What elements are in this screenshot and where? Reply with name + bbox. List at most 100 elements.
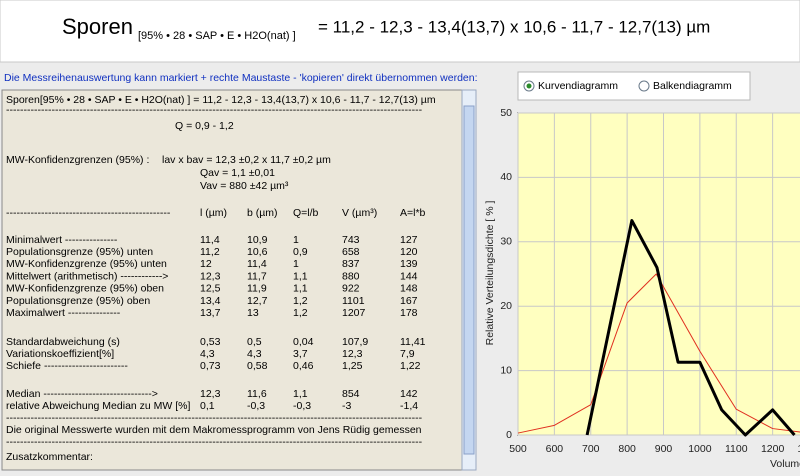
- x-tick-label: 1100: [725, 443, 748, 455]
- cell: 854: [342, 388, 360, 400]
- cell: 13: [247, 307, 259, 319]
- cell: 12: [200, 258, 212, 270]
- cell: 11,6: [247, 388, 267, 400]
- x-tick-label: 900: [655, 443, 673, 455]
- column-header: ----------------------------------------…: [6, 207, 171, 219]
- qav: Qav = 1,1 ±0,01: [200, 167, 275, 179]
- cell: 11,4: [200, 234, 220, 246]
- cell: 1,25: [342, 360, 363, 372]
- cell: 10,6: [247, 246, 268, 258]
- option-box: [517, 71, 751, 101]
- x-tick-label: 1300: [797, 443, 800, 455]
- column-header: b (µm): [247, 207, 278, 219]
- cell: 1207: [342, 307, 366, 319]
- mw-label: MW-Konfidenzgrenzen (95%) :: [6, 154, 149, 166]
- cell: 0,58: [247, 360, 268, 372]
- cell: 658: [342, 246, 360, 258]
- cell: 1,2: [293, 307, 308, 319]
- separator: ----------------------------------------…: [6, 104, 423, 116]
- x-tick-label: 1200: [761, 443, 785, 455]
- x-tick-label: 1000: [688, 443, 712, 455]
- cell: 3,7: [293, 348, 308, 360]
- cell: 0,73: [200, 360, 221, 372]
- cell: -0,3: [247, 400, 265, 412]
- cell: 743: [342, 234, 360, 246]
- row-label: Schiefe ------------------------: [6, 360, 128, 372]
- row-label: Maximalwert ---------------: [6, 307, 121, 319]
- column-header: V (µm³): [342, 207, 377, 219]
- cell: 120: [400, 246, 418, 258]
- cell: 107,9: [342, 336, 368, 348]
- header-subtitle: [95% • 28 • SAP • E • H2O(nat) ]: [138, 30, 296, 42]
- row-label: relative Abweichung Median zu MW [%]: [6, 400, 190, 412]
- cell: 13,7: [200, 307, 221, 319]
- cell: 4,3: [247, 348, 262, 360]
- mw-line: lav x bav = 12,3 ±0,2 x 11,7 ±0,2 µm: [162, 154, 331, 166]
- scrollbar-thumb[interactable]: [463, 105, 475, 455]
- radio-label[interactable]: Kurvendiagramm: [538, 80, 618, 92]
- row-label: Minimalwert ---------------: [6, 234, 118, 246]
- row-label: Populationsgrenze (95%) oben: [6, 295, 150, 307]
- cell: 0,1: [200, 400, 215, 412]
- comment-label: Zusatzkommentar:: [6, 451, 93, 463]
- header-box: [0, 0, 800, 63]
- cell: -0,3: [293, 400, 311, 412]
- row-label: Median ------------------------------->: [6, 388, 158, 400]
- cell: 1,1: [293, 270, 308, 282]
- cell: -3: [342, 400, 351, 412]
- x-tick-label: 800: [618, 443, 636, 455]
- cell: 0,9: [293, 246, 308, 258]
- y-tick-label: 0: [506, 429, 512, 441]
- cell: 1: [293, 234, 299, 246]
- cell: 10,9: [247, 234, 268, 246]
- row-label: Populationsgrenze (95%) unten: [6, 246, 153, 258]
- column-header: Q=l/b: [293, 207, 319, 219]
- column-header: l (µm): [200, 207, 227, 219]
- cell: 837: [342, 258, 360, 270]
- y-tick-label: 30: [500, 236, 512, 248]
- cell: 11,41: [400, 336, 426, 348]
- cell: 7,9: [400, 348, 415, 360]
- cell: 1,1: [293, 283, 308, 295]
- series-line: [585, 219, 796, 437]
- row-label: Variationskoeffizient[%]: [6, 348, 114, 360]
- cell: 0,46: [293, 360, 314, 372]
- cell: 11,2: [200, 246, 220, 258]
- cell: 178: [400, 307, 418, 319]
- cell: 12,3: [200, 270, 221, 282]
- x-axis-title: Volumen: [770, 458, 800, 470]
- cell: 1,1: [293, 388, 308, 400]
- row-label: MW-Konfidenzgrenze (95%) oben: [6, 283, 164, 295]
- cell: 11,4: [247, 258, 267, 270]
- instruction: Die Messreihenauswertung kann markiert +…: [4, 72, 478, 84]
- cell: 0,5: [247, 336, 262, 348]
- x-tick-label: 600: [546, 443, 564, 455]
- cell: 1101: [342, 295, 365, 307]
- row-label: Mittelwert (arithmetisch) ------------>: [6, 270, 168, 282]
- q-range: Q = 0,9 - 1,2: [175, 120, 234, 132]
- cell: -1,4: [400, 400, 418, 412]
- note: Die original Messwerte wurden mit dem Ma…: [6, 424, 422, 436]
- cell: 13,4: [200, 295, 221, 307]
- header-title: Sporen: [62, 14, 133, 39]
- cell: 0,04: [293, 336, 314, 348]
- cell: 4,3: [200, 348, 215, 360]
- radio-label[interactable]: Balkendiagramm: [653, 80, 732, 92]
- cell: 12,3: [342, 348, 363, 360]
- cell: 922: [342, 283, 360, 295]
- cell: 127: [400, 234, 418, 246]
- radio[interactable]: [638, 80, 650, 92]
- separator: ----------------------------------------…: [6, 412, 423, 424]
- cell: 880: [342, 270, 360, 282]
- cell: 0,53: [200, 336, 221, 348]
- y-tick-label: 50: [500, 107, 512, 119]
- vav: Vav = 880 ±42 µm³: [200, 180, 289, 192]
- separator: ----------------------------------------…: [6, 436, 423, 448]
- y-axis-title: Relative Verteilungsdichte [ % ]: [484, 201, 496, 346]
- result-panel[interactable]: [1, 89, 463, 471]
- summary: Sporen[95% • 28 • SAP • E • H2O(nat) ] =…: [6, 94, 436, 106]
- cell: 11,9: [247, 283, 267, 295]
- x-tick-label: 500: [509, 443, 527, 455]
- cell: 12,3: [200, 388, 221, 400]
- y-tick-label: 10: [500, 364, 512, 376]
